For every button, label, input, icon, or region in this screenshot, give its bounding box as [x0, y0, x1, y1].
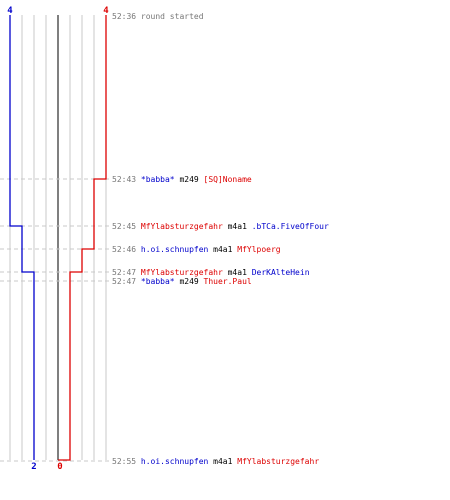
- event-time: 52:45: [112, 222, 141, 231]
- blue-team-score-line: [9, 15, 35, 460]
- event-time: 52:47: [112, 277, 141, 286]
- event-log-row: 52:47 MfYlabsturzgefahr m4a1 DerKAlteHei…: [112, 268, 310, 277]
- event-log-row: 52:43 *babba* m249 [SQ]Noname: [112, 175, 252, 184]
- event-time: 52:36: [112, 12, 141, 21]
- weapon-label: m249: [175, 175, 199, 184]
- blue-end-score: 2: [31, 462, 36, 472]
- player-name: DerKAlteHein: [247, 268, 310, 277]
- weapon-label: m4a1: [208, 457, 232, 466]
- red-team-score-line: [58, 15, 107, 461]
- event-log-row: 52:46 h.oi.schnupfen m4a1 MfYlpoerg: [112, 245, 281, 254]
- event-log-row: 52:55 h.oi.schnupfen m4a1 MfYlabsturzgef…: [112, 457, 319, 466]
- weapon-label: m4a1: [223, 268, 247, 277]
- event-log-row: 52:45 MfYlabsturzgefahr m4a1 .bTCa.FiveO…: [112, 222, 329, 231]
- player-name: MfYlabsturzgefahr: [141, 268, 223, 277]
- player-name: *babba*: [141, 277, 175, 286]
- player-name: MfYlabsturzgefahr: [141, 222, 223, 231]
- event-status: round started: [141, 12, 204, 21]
- event-log-row: 52:47 *babba* m249 Thuer.Paul: [112, 277, 252, 286]
- player-name: .bTCa.FiveOfFour: [247, 222, 329, 231]
- player-name: h.oi.schnupfen: [141, 245, 209, 254]
- red-start-score: 4: [103, 6, 109, 16]
- event-time: 52:43: [112, 175, 141, 184]
- event-time: 52:46: [112, 245, 141, 254]
- weapon-label: m4a1: [223, 222, 247, 231]
- weapon-label: m249: [175, 277, 199, 286]
- player-name: Thuer.Paul: [199, 277, 252, 286]
- player-name: *babba*: [141, 175, 175, 184]
- weapon-label: m4a1: [208, 245, 232, 254]
- event-log-row: 52:36 round started: [112, 12, 204, 21]
- player-name: [SQ]Noname: [199, 175, 252, 184]
- player-name: MfYlpoerg: [232, 245, 280, 254]
- red-end-score: 0: [57, 462, 62, 472]
- event-time: 52:55: [112, 457, 141, 466]
- blue-start-score: 4: [7, 6, 13, 16]
- event-time: 52:47: [112, 268, 141, 277]
- player-name: h.oi.schnupfen: [141, 457, 209, 466]
- player-name: MfYlabsturzgefahr: [232, 457, 319, 466]
